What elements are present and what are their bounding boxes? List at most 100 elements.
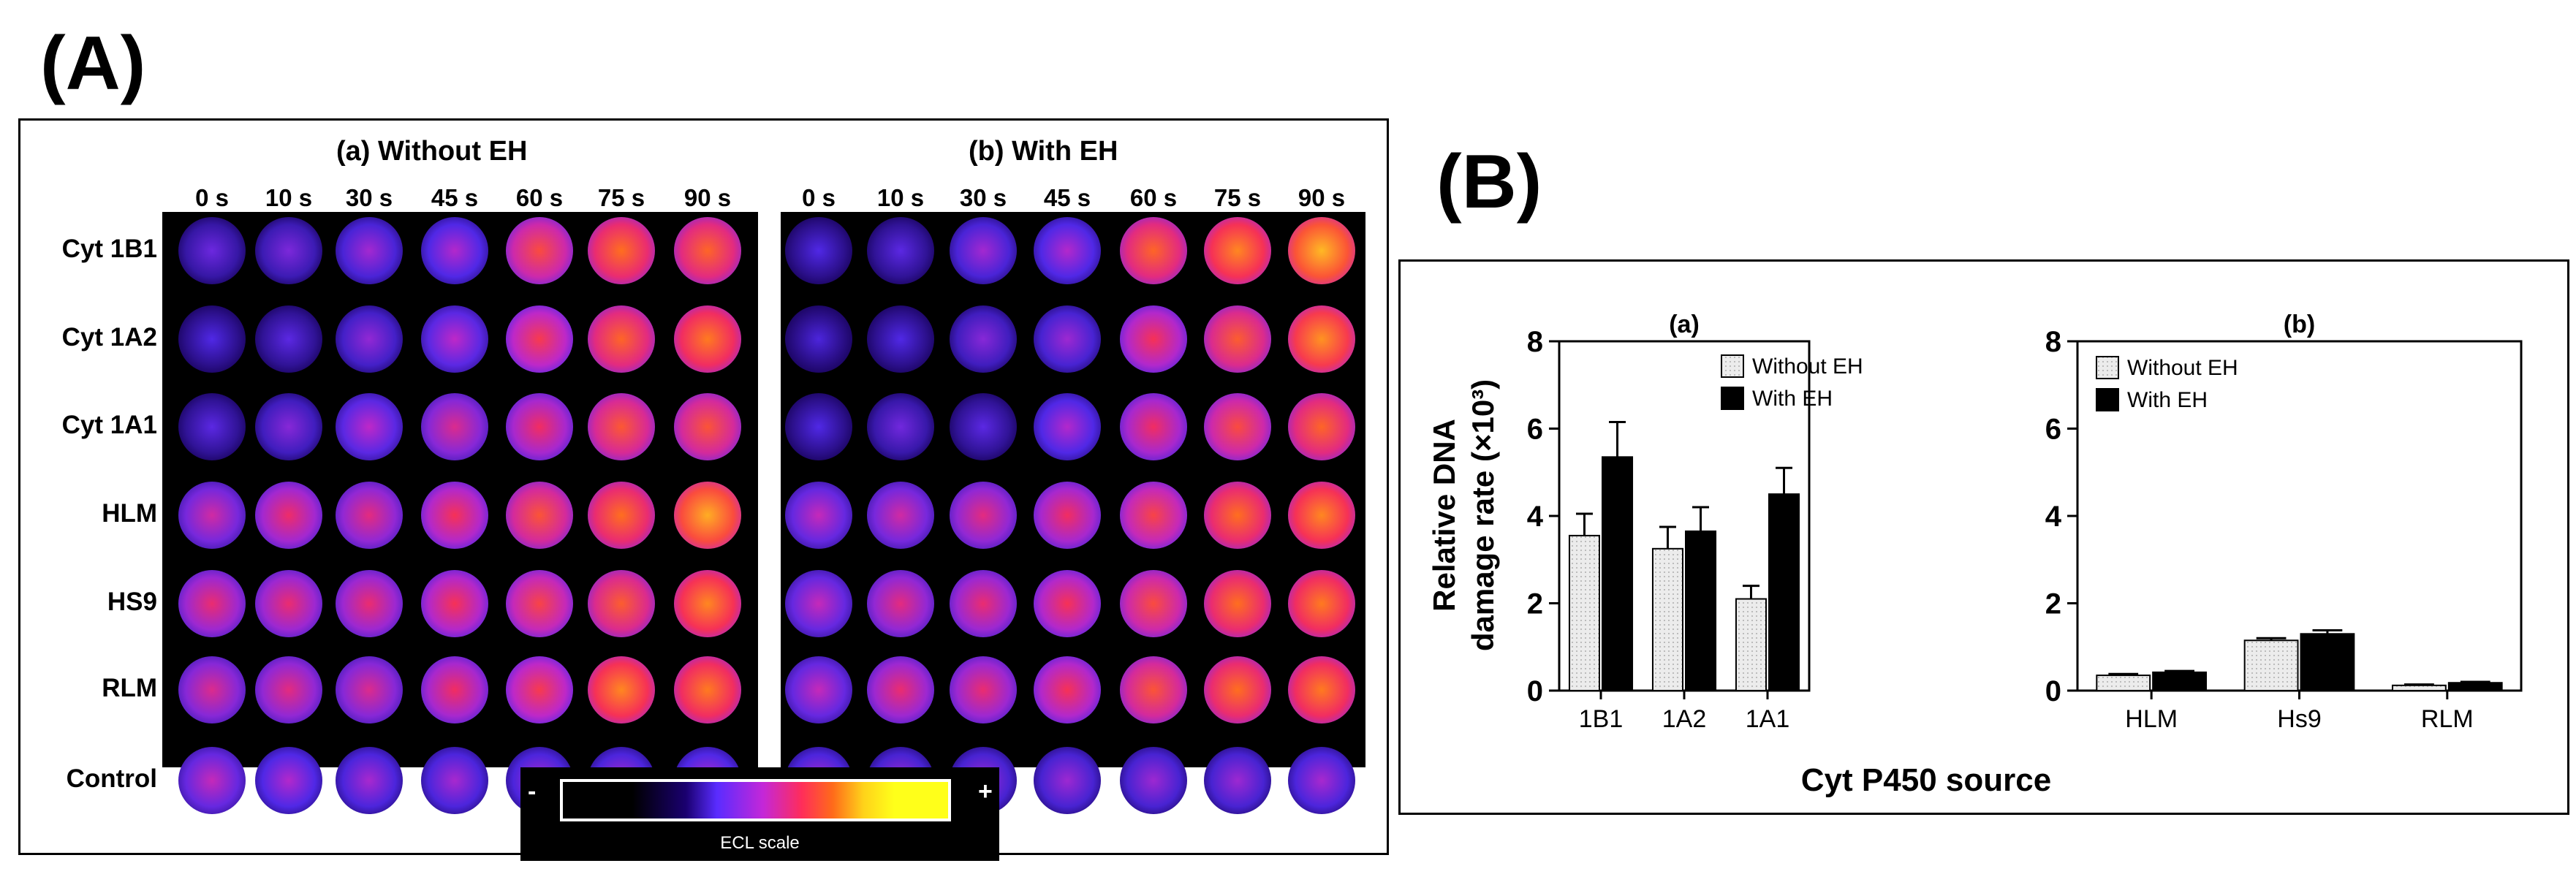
ecl-spot — [421, 305, 488, 373]
ecl-spot — [1034, 482, 1101, 549]
ecl-spot — [255, 305, 322, 373]
time-label: 60 s — [515, 184, 564, 211]
ecl-spot — [785, 482, 852, 549]
ecl-spot — [674, 482, 741, 549]
ecl-spot — [421, 747, 488, 814]
legend-swatch — [2096, 388, 2119, 411]
ecl-scale-panel: - + ECL scale — [520, 767, 999, 861]
bar — [1685, 530, 1717, 691]
ecl-spot — [336, 570, 403, 637]
y-tick-label: 4 — [1527, 501, 1544, 533]
ecl-spot — [178, 482, 246, 549]
legend-swatch — [2096, 356, 2119, 379]
bar — [2447, 682, 2503, 691]
legend-swatch — [1721, 354, 1744, 378]
scale-label: ECL scale — [720, 833, 800, 853]
time-label: 90 s — [683, 184, 732, 211]
ecl-spot — [785, 656, 852, 723]
ecl-spot — [674, 217, 741, 284]
ecl-spot — [950, 305, 1017, 373]
ecl-spot — [1288, 482, 1355, 549]
ecl-spot — [421, 656, 488, 723]
chart-title: (b) — [2284, 311, 2315, 338]
panel-b-label: (B) — [1436, 140, 1542, 224]
x-tick-label: Hs9 — [2277, 705, 2321, 733]
ecl-spot — [785, 393, 852, 460]
y-tick-label: 0 — [2045, 675, 2061, 707]
legend-swatch — [1721, 387, 1744, 410]
ecl-spot — [336, 747, 403, 814]
ecl-spot — [867, 305, 934, 373]
row-label: RLM — [102, 674, 157, 702]
row-label: Cyt 1A2 — [61, 323, 157, 352]
y-axis-label-line1: Relative DNA — [1427, 419, 1461, 612]
ecl-spot — [506, 393, 573, 460]
ecl-spot — [867, 656, 934, 723]
ecl-spot — [950, 570, 1017, 637]
ecl-spot — [867, 482, 934, 549]
ecl-spot — [1204, 393, 1271, 460]
time-label: 10 s — [876, 184, 925, 211]
y-tick-label: 8 — [1527, 326, 1543, 358]
time-label: 0 s — [802, 184, 836, 211]
chart-a: 0 2 4 6 8 (a) 1B1 1A2 1A1 Without EH With EH — [1527, 311, 1863, 733]
row-label: Cyt 1B1 — [61, 235, 157, 263]
ecl-spot — [506, 217, 573, 284]
ecl-spot — [1034, 747, 1101, 814]
ecl-spot — [336, 656, 403, 723]
x-tick-label: 1A2 — [1662, 705, 1707, 733]
ecl-spot — [336, 393, 403, 460]
x-tick-label: RLM — [2421, 705, 2474, 733]
time-label: 90 s — [1298, 184, 1346, 211]
bar — [2300, 633, 2355, 692]
y-tick-label: 0 — [1527, 675, 1543, 707]
ecl-spot — [588, 570, 655, 637]
time-label: 30 s — [959, 184, 1007, 211]
ecl-spot — [1288, 747, 1355, 814]
ecl-spot — [1120, 570, 1187, 637]
ecl-spot — [867, 570, 934, 637]
bar — [2243, 639, 2299, 691]
ecl-spot — [1204, 570, 1271, 637]
row-label: Control — [66, 764, 157, 793]
grid-title-with-eh: (b) With EH — [969, 136, 1118, 167]
y-tick-label: 4 — [2045, 501, 2062, 533]
chart-title: (a) — [1669, 311, 1700, 338]
ecl-spot — [421, 482, 488, 549]
ecl-spot — [336, 217, 403, 284]
time-label: 45 s — [431, 184, 479, 211]
legend-label: Without EH — [2127, 356, 2238, 380]
ecl-spot — [1204, 482, 1271, 549]
ecl-spot — [1034, 393, 1101, 460]
ecl-spot — [255, 747, 322, 814]
ecl-spot — [674, 656, 741, 723]
panel-b-frame — [1398, 259, 2569, 815]
ecl-spot — [421, 393, 488, 460]
ecl-color-scale — [560, 779, 951, 821]
ecl-spot — [785, 217, 852, 284]
bar — [2096, 675, 2151, 692]
ecl-spot — [674, 393, 741, 460]
ecl-spot — [1204, 305, 1271, 373]
ecl-spot — [588, 217, 655, 284]
row-label: HLM — [102, 499, 157, 528]
y-tick-label: 6 — [2045, 414, 2061, 446]
ecl-spot — [1204, 747, 1271, 814]
ecl-spot — [1120, 305, 1187, 373]
ecl-spot — [178, 305, 246, 373]
y-tick-label: 6 — [1527, 414, 1543, 446]
legend-label: With EH — [2127, 388, 2208, 412]
y-tick-label: 8 — [2045, 326, 2061, 358]
chart-b: 0 2 4 6 8 (b) HLM Hs9 RLM Without EH With EH — [2045, 311, 2523, 733]
bar — [2152, 671, 2208, 692]
row-label: Cyt 1A1 — [61, 411, 157, 439]
ecl-spot — [506, 570, 573, 637]
scale-minus: - — [528, 778, 537, 805]
ecl-spot — [674, 305, 741, 373]
legend-label: Without EH — [1752, 354, 1863, 379]
ecl-spot — [950, 393, 1017, 460]
ecl-spot — [1288, 656, 1355, 723]
ecl-spot — [1120, 482, 1187, 549]
bar — [1768, 493, 1800, 691]
x-tick-label: HLM — [2125, 705, 2178, 733]
